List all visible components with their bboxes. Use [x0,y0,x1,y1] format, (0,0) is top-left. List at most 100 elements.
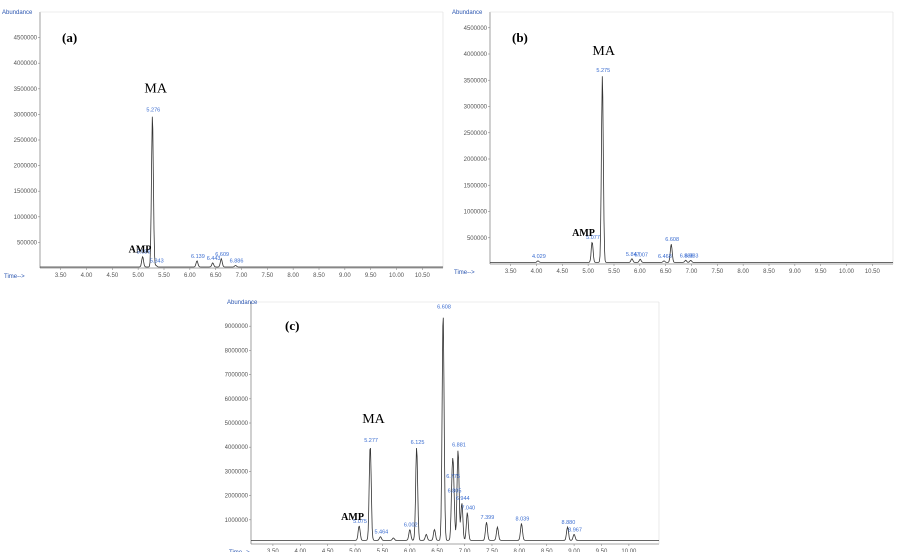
amp-annotation: AMP [572,228,595,239]
x-tick-label: 10.50 [865,269,881,275]
x-tick-label: 10.00 [389,273,405,279]
x-tick-label: 10.00 [621,549,637,552]
y-tick-label: 9000000 [225,324,249,330]
y-tick-label: 3000000 [464,105,488,111]
x-tick-label: 7.50 [486,549,498,552]
peak-label: 5.075 [353,519,367,525]
y-tick-label: 1500000 [464,183,488,189]
x-tick-label: 5.50 [377,549,389,552]
peak-label: 6.608 [665,237,679,243]
x-tick-label: 6.00 [184,273,196,279]
peak-label: 5.464 [374,530,388,536]
x-tick-label: 4.50 [106,273,118,279]
x-tick-label: 6.50 [210,273,222,279]
panel-letter: (c) [285,318,299,333]
peak-label: 6.007 [634,252,648,258]
peak-label: 6.881 [452,443,466,449]
peak-label: 5.086 [137,250,151,256]
x-tick-label: 8.50 [313,273,325,279]
amp-annotation: AMP [129,245,152,256]
peak-label: 6.468 [658,254,672,260]
y-tick-label: 1000000 [464,210,488,216]
x-tick-label: 6.50 [660,269,672,275]
y-tick-label: 3500000 [14,87,38,93]
peak-label: 4.029 [532,254,546,260]
x-tick-label: 4.50 [556,269,568,275]
y-axis-title: Abundance [452,10,483,16]
x-tick-label: 7.50 [261,273,273,279]
y-tick-label: 500000 [17,240,38,246]
y-tick-label: 3000000 [14,112,38,118]
ma-annotation: MA [144,81,167,96]
x-tick-label: 3.50 [55,273,67,279]
x-tick-label: 9.00 [789,269,801,275]
x-tick-label: 6.00 [404,549,416,552]
x-tick-label: 4.50 [322,549,334,552]
peak-label: 6.002 [404,522,418,528]
peak-label: 6.886 [230,258,244,264]
x-tick-label: 10.50 [415,273,431,279]
amp-annotation: AMP [341,512,364,523]
chromatogram-panel-a: Abundance Time--> 500000 1000000 1500000 2000… [0,0,450,280]
peak-label: 6.608 [437,305,451,311]
y-tick-label: 1000000 [225,518,249,524]
y-tick-label: 2000000 [464,157,488,163]
peak-label: 6.125 [411,440,425,446]
x-axis-title: Time--> [229,550,250,552]
peak-label: 5.343 [150,258,164,264]
peak-label: 6.805 [448,489,462,495]
x-tick-label: 5.00 [349,549,361,552]
chart-svg-b: Abundance Time--> 500000 1000000 1500000 2000… [452,10,894,276]
x-tick-label: 5.50 [608,269,620,275]
peak-label: 8.967 [568,527,582,533]
x-tick-label: 7.00 [459,549,471,552]
peak-label: 6.443 [207,256,221,262]
y-axis-title: Abundance [2,10,33,16]
y-tick-label: 5000000 [225,421,249,427]
y-tick-label: 1000000 [14,215,38,221]
x-tick-label: 5.00 [582,269,594,275]
x-tick-label: 4.00 [294,549,306,552]
ma-annotation: MA [362,412,385,427]
x-tick-label: 9.50 [815,269,827,275]
y-tick-label: 3500000 [464,78,488,84]
y-tick-label: 4000000 [464,52,488,58]
chromatogram-panel-c: Abundance Time--> 1000000 2000000 3000000 400… [225,294,675,552]
peak-label: 7.040 [461,506,475,512]
x-tick-label: 8.50 [541,549,553,552]
y-tick-label: 4500000 [14,36,38,42]
x-tick-label: 8.00 [514,549,526,552]
peak-label: 5.077 [586,235,600,241]
y-tick-label: 3000000 [225,469,249,475]
peak-label: 6.944 [456,496,470,502]
y-tick-label: 7000000 [225,373,249,379]
x-tick-label: 5.50 [158,273,170,279]
chromatogram-trace [40,116,443,268]
chromatogram-trace [490,76,893,263]
peak-label: 6.139 [191,254,205,260]
x-axis-title: Time--> [4,274,25,280]
y-tick-label: 4500000 [464,26,488,32]
peak-label: 8.880 [562,520,576,526]
peak-label: 6.983 [685,253,699,259]
peak-label: 7.399 [480,515,494,521]
x-tick-label: 3.50 [267,549,279,552]
y-tick-label: 8000000 [225,348,249,354]
chromatogram-panel-b: Abundance Time--> 500000 1000000 1500000 2000… [450,0,900,280]
x-tick-label: 6.00 [634,269,646,275]
y-tick-label: 2000000 [225,494,249,500]
y-tick-label: 4000000 [225,445,249,451]
panel-letter: (b) [512,30,528,45]
peak-label: 6.609 [215,252,229,258]
peak-label: 6.775 [446,474,460,480]
y-tick-label: 6000000 [225,397,249,403]
chromatogram-trace [251,317,659,541]
x-tick-label: 4.00 [81,273,93,279]
x-tick-label: 9.00 [568,549,580,552]
x-tick-label: 3.50 [505,269,517,275]
chart-svg-a: Abundance Time--> 500000 1000000 1500000 2000… [2,10,444,280]
ma-annotation: MA [592,44,615,59]
peak-label: 5.847 [626,252,640,258]
x-tick-label: 5.00 [132,273,144,279]
x-tick-label: 8.00 [737,269,749,275]
